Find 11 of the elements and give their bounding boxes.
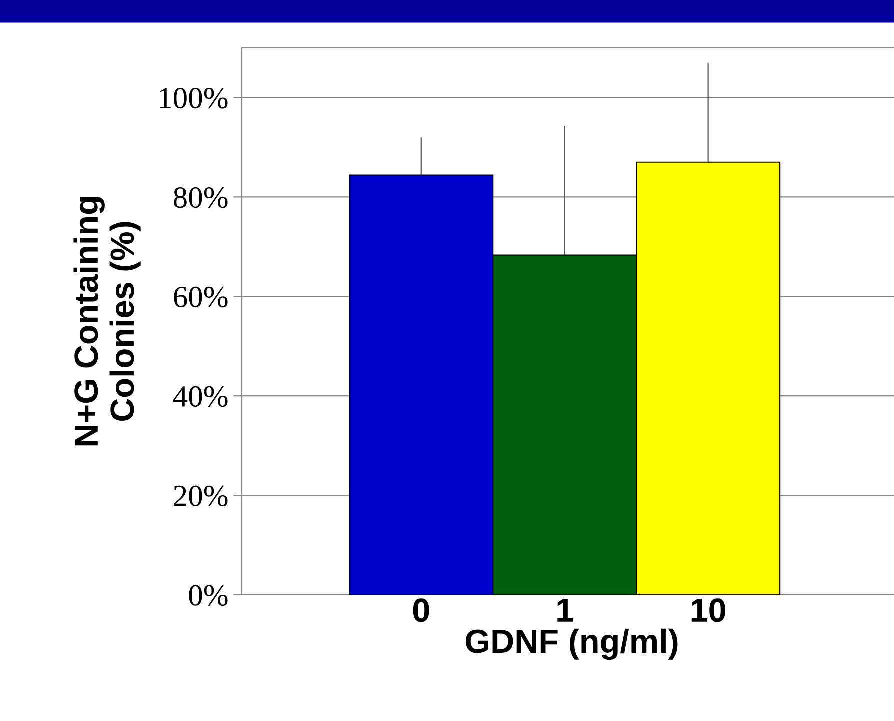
x-axis-title: GDNF (ng/ml) — [466, 628, 678, 660]
y-tick-label: 20% — [174, 486, 228, 507]
y-tick-label: 100% — [160, 88, 228, 109]
x-tick-label: 0 — [413, 598, 430, 622]
y-tick-label: 80% — [174, 187, 228, 208]
x-tick-label: 10 — [692, 598, 726, 622]
y-tick-label: 60% — [174, 286, 228, 308]
y-tick-label: 40% — [173, 386, 228, 408]
y-axis-title: N+G Containing Colonies (%) — [74, 197, 141, 446]
x-tick-label: 1 — [558, 599, 574, 622]
y-tick-label: 0% — [189, 585, 228, 606]
